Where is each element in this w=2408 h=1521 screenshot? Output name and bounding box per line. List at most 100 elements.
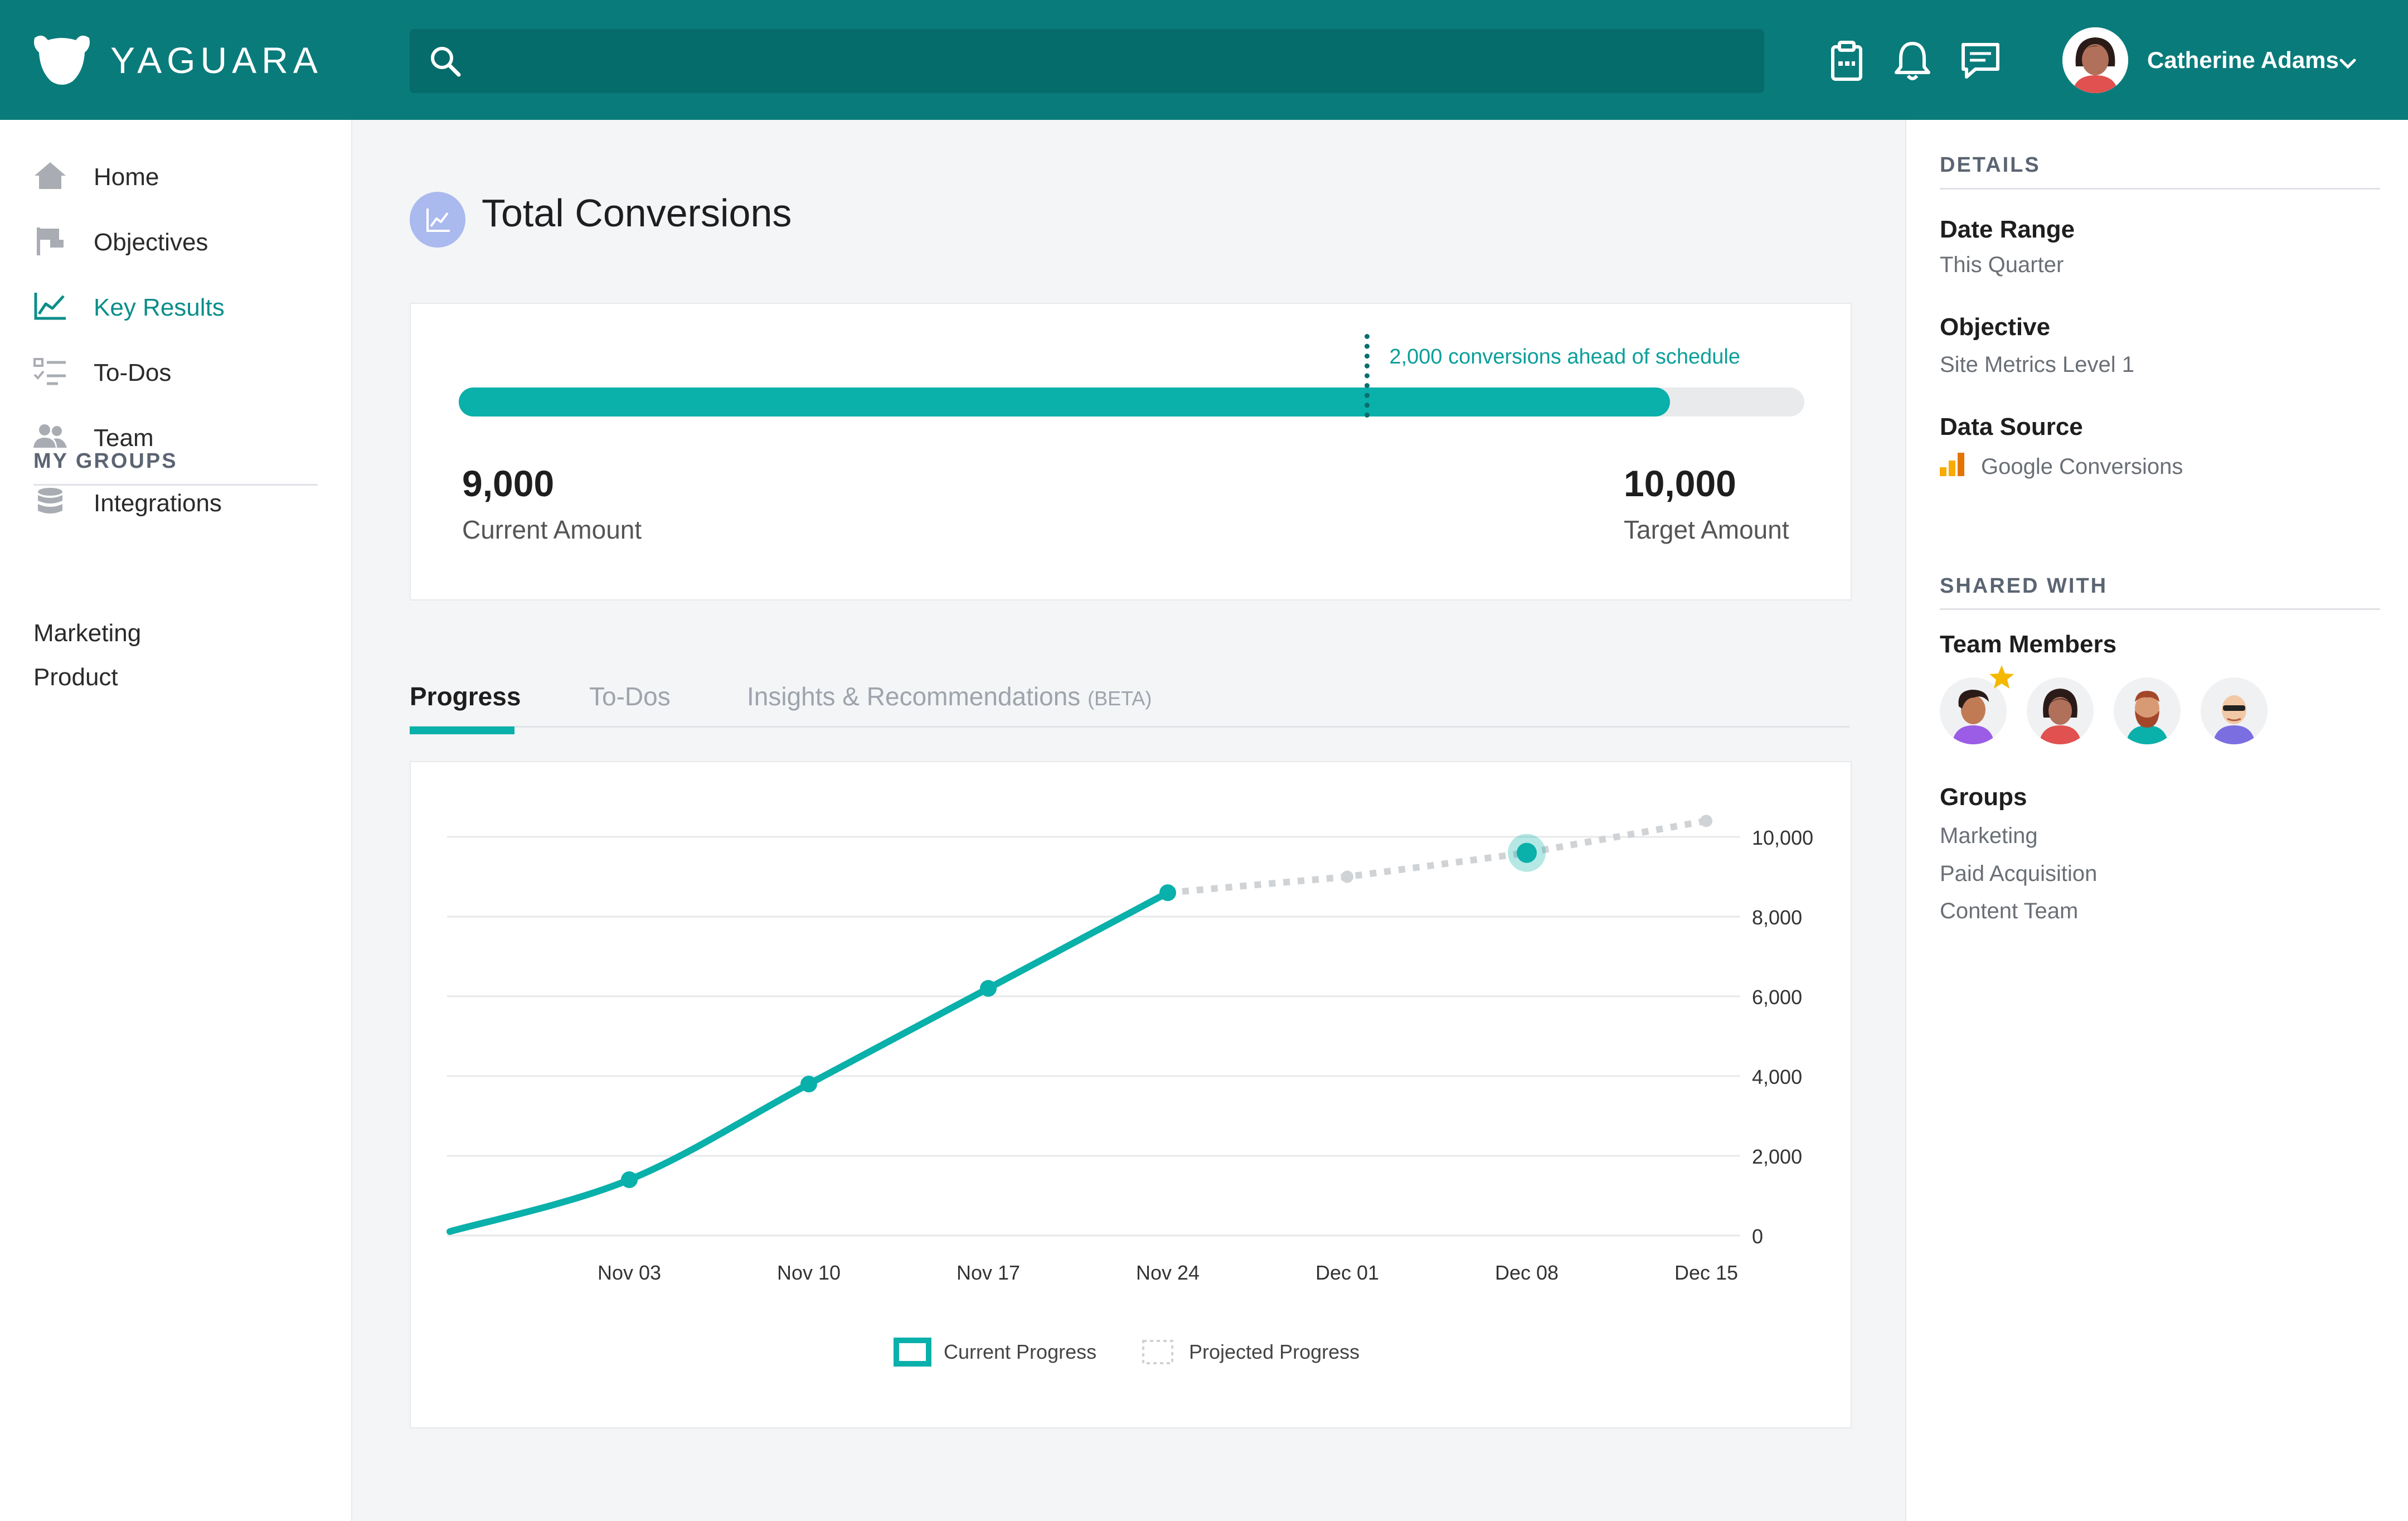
team-members-label: Team Members xyxy=(1940,631,2117,658)
current-progress-point xyxy=(980,980,997,997)
sidebar-item-objectives[interactable]: Objectives xyxy=(31,219,332,263)
sidebar-item-integrations[interactable]: Integrations xyxy=(31,479,332,524)
jaguar-logo-icon[interactable] xyxy=(31,32,93,88)
target-amount-label: Target Amount xyxy=(1624,515,1789,544)
data-source-value[interactable]: Google Conversions xyxy=(1981,454,2183,479)
legend-current-swatch xyxy=(894,1338,931,1367)
legend-projected-swatch xyxy=(1142,1340,1173,1364)
search-icon[interactable] xyxy=(428,43,463,79)
app-logo-text[interactable]: YAGUARA xyxy=(110,40,323,81)
progress-chart-card: 0 2,000 4,000 6,000 8,000 10,000 Nov 03 Nov 10 N… xyxy=(410,761,1852,1428)
sidebar-item-key-results[interactable]: Key Results xyxy=(31,284,332,328)
tab-progress[interactable]: Progress xyxy=(410,682,521,711)
y-tick-label: 6,000 xyxy=(1752,986,1802,1009)
progress-chart: 0 2,000 4,000 6,000 8,000 10,000 Nov 03 Nov 10 N… xyxy=(446,815,1813,1367)
x-tick-label: Dec 01 xyxy=(1315,1261,1379,1284)
my-groups-heading: MY GROUPS xyxy=(33,449,178,473)
star-icon xyxy=(1989,665,2014,689)
sidebar-item-label: Team xyxy=(94,424,154,452)
chat-icon[interactable] xyxy=(1959,39,2002,83)
divider xyxy=(1940,188,2380,190)
people-icon xyxy=(33,424,67,448)
clipboard-icon[interactable] xyxy=(1825,39,1868,83)
x-tick-label: Dec 15 xyxy=(1674,1261,1738,1284)
tab-insights-label: Insights & Recommendations xyxy=(747,682,1081,711)
projected-progress-point xyxy=(1700,815,1712,827)
x-tick-label: Dec 08 xyxy=(1495,1261,1559,1284)
group-link-marketing[interactable]: Marketing xyxy=(33,619,142,647)
target-amount-value: 10,000 xyxy=(1624,463,1736,504)
objective-value[interactable]: Site Metrics Level 1 xyxy=(1940,352,2135,377)
sidebar-item-team[interactable]: Team xyxy=(31,414,332,459)
team-member-avatar[interactable] xyxy=(1940,677,2007,744)
bell-icon[interactable] xyxy=(1891,39,1934,83)
progress-bar-fill xyxy=(459,387,1670,416)
sidebar-item-home[interactable]: Home xyxy=(31,153,332,198)
progress-bar xyxy=(459,387,1804,416)
y-tick-label: 2,000 xyxy=(1752,1145,1802,1168)
divider xyxy=(33,484,318,486)
top-bar: YAGUARA Catherine Adams xyxy=(0,0,2408,120)
details-panel: DETAILS Date Range This Quarter Objectiv… xyxy=(1905,120,2408,1521)
home-icon xyxy=(35,162,66,189)
key-result-badge xyxy=(410,192,465,248)
active-tab-indicator xyxy=(410,726,514,734)
y-tick-label: 0 xyxy=(1752,1225,1763,1248)
database-icon xyxy=(38,488,62,514)
sidebar-item-label: Integrations xyxy=(94,490,222,517)
sidebar-item-label: Key Results xyxy=(94,294,225,321)
flag-icon xyxy=(37,227,64,255)
team-member-avatar[interactable] xyxy=(2201,677,2268,744)
progress-summary-card: 2,000 conversions ahead of schedule 9,00… xyxy=(410,303,1852,600)
date-range-value[interactable]: This Quarter xyxy=(1940,253,2064,277)
shared-with-heading: SHARED WITH xyxy=(1940,574,2108,598)
shared-group-link[interactable]: Content Team xyxy=(1940,899,2079,923)
shared-group-link[interactable]: Marketing xyxy=(1940,824,2038,848)
tab-todos[interactable]: To-Dos xyxy=(589,682,671,711)
schedule-marker xyxy=(1365,334,1370,418)
groups-label: Groups xyxy=(1940,783,2027,811)
user-name[interactable]: Catherine Adams xyxy=(2147,47,2339,73)
x-tick-label: Nov 24 xyxy=(1136,1261,1200,1284)
shared-group-link[interactable]: Paid Acquisition xyxy=(1940,861,2098,886)
projected-progress-point xyxy=(1341,870,1353,883)
x-tick-label: Nov 17 xyxy=(957,1261,1020,1284)
divider xyxy=(1940,608,2380,610)
chevron-down-icon[interactable] xyxy=(2338,56,2358,71)
current-progress-line xyxy=(446,889,1171,1235)
details-heading: DETAILS xyxy=(1940,153,2041,177)
current-amount-value: 9,000 xyxy=(462,463,555,504)
objective-label: Objective xyxy=(1940,313,2051,341)
x-tick-label: Nov 10 xyxy=(777,1261,841,1284)
user-avatar[interactable] xyxy=(2062,27,2128,93)
current-progress-point xyxy=(621,1171,638,1188)
date-range-label: Date Range xyxy=(1940,216,2075,243)
sidebar-item-label: Objectives xyxy=(94,229,208,256)
data-source-label: Data Source xyxy=(1940,413,2083,440)
group-link-product[interactable]: Product xyxy=(33,663,118,691)
sidebar-item-todos[interactable]: To-Dos xyxy=(31,349,332,394)
ahead-of-schedule-label: 2,000 conversions ahead of schedule xyxy=(1389,345,1740,369)
sidebar-item-label: Home xyxy=(94,163,159,191)
sidebar-item-label: To-Dos xyxy=(94,359,172,386)
search-bar[interactable] xyxy=(410,29,1764,93)
tab-insights[interactable]: Insights & Recommendations (BETA) xyxy=(747,681,1152,711)
checklist-icon xyxy=(33,358,66,385)
current-progress-point xyxy=(1159,884,1176,902)
projected-progress-line xyxy=(1167,817,1707,897)
legend-current-label: Current Progress xyxy=(944,1340,1096,1363)
current-progress-point xyxy=(800,1076,817,1093)
tab-divider xyxy=(410,726,1849,728)
beta-tag: (BETA) xyxy=(1088,687,1152,710)
legend-projected-label: Projected Progress xyxy=(1189,1340,1360,1363)
current-amount-label: Current Amount xyxy=(462,515,642,544)
team-member-avatar[interactable] xyxy=(2027,677,2094,744)
x-tick-label: Nov 03 xyxy=(598,1261,661,1284)
page-title: Total Conversions xyxy=(482,191,792,235)
search-input[interactable] xyxy=(477,40,1750,83)
sidebar: Home Objectives Key Results To-Dos xyxy=(0,120,352,1521)
y-tick-label: 4,000 xyxy=(1752,1065,1802,1088)
team-member-avatar[interactable] xyxy=(2114,677,2181,744)
line-chart-icon xyxy=(34,293,66,320)
google-analytics-icon xyxy=(1940,453,1964,476)
